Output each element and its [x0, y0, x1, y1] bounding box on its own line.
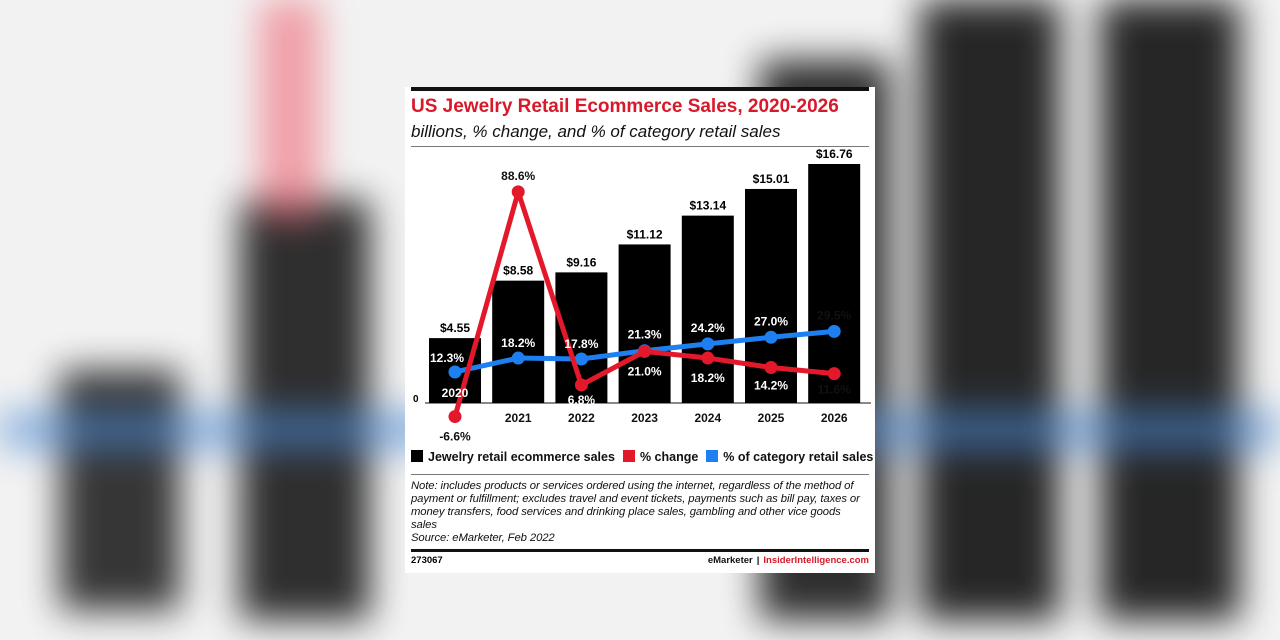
chart-plot: 0 $4.55 2020 $8.58 2021 $9.16 2022 $11.12 2023 $1…	[413, 147, 871, 444]
bar	[681, 215, 734, 403]
chart-subtitle: billions, % change, and % of category re…	[411, 122, 781, 141]
change-label: 18.2%	[691, 371, 725, 385]
legend-label: % of category retail sales	[723, 450, 874, 464]
bar-value-label: $8.58	[503, 264, 533, 278]
change-label: 88.6%	[501, 169, 535, 183]
change-point	[764, 360, 778, 374]
share-label: 17.8%	[564, 337, 598, 351]
x-tick-label: 2024	[694, 411, 721, 425]
share-label: 27.0%	[754, 314, 788, 328]
x-tick-label: 2025	[758, 411, 785, 425]
bar-value-label: $4.55	[440, 321, 470, 335]
y-zero-label: 0	[413, 394, 419, 405]
change-point	[574, 378, 588, 392]
change-point	[701, 351, 715, 365]
legend-swatch	[622, 450, 635, 462]
bar	[808, 164, 861, 403]
change-label: 6.8%	[568, 393, 596, 407]
chart-footer-area: Jewelry retail ecommerce sales % change …	[405, 450, 875, 573]
chart-title: US Jewelry Retail Ecommerce Sales, 2020-…	[411, 96, 839, 117]
x-tick-label: 2022	[568, 411, 595, 425]
change-label: -6.6%	[439, 430, 471, 444]
bar	[492, 280, 545, 403]
x-tick-label: 2023	[631, 411, 658, 425]
share-point	[448, 365, 462, 379]
brand: eMarketer | InsiderIntelligence.com	[708, 555, 869, 567]
x-tick-label: 2026	[821, 411, 848, 425]
legend-swatch	[706, 450, 719, 462]
share-label: 12.3%	[430, 351, 464, 365]
share-label: 29.5%	[817, 308, 851, 322]
change-label: 11.6%	[818, 383, 852, 397]
share-point	[701, 337, 715, 351]
legend-label: Jewelry retail ecommerce sales	[428, 450, 615, 464]
share-point	[764, 330, 778, 344]
divider	[411, 474, 869, 475]
bar-value-label: $11.12	[627, 227, 663, 241]
divider	[411, 146, 869, 147]
share-point	[827, 324, 841, 338]
change-point	[827, 367, 841, 381]
bottom-rule	[411, 549, 869, 552]
legend-item-change: % change	[622, 450, 699, 467]
bar-value-label: $9.16	[566, 255, 596, 269]
change-label: 21.0%	[628, 364, 662, 378]
x-tick-label: 2021	[505, 411, 532, 425]
legend-item-sales: Jewelry retail ecommerce sales	[411, 450, 615, 467]
legend-item-share: % of category retail sales	[706, 450, 873, 467]
legend: Jewelry retail ecommerce sales % change …	[411, 450, 873, 467]
change-label: 14.2%	[754, 378, 788, 392]
change-point	[511, 185, 525, 199]
source-text: Source: eMarketer, Feb 2022	[411, 532, 555, 544]
chart-id: 273067	[411, 555, 443, 566]
legend-label: % change	[639, 450, 699, 464]
change-point	[448, 410, 462, 424]
bar-value-label: $16.76	[816, 147, 853, 161]
bar	[618, 244, 671, 403]
brand-insider-link[interactable]: InsiderIntelligence.com	[763, 555, 869, 566]
brand-separator: |	[756, 555, 760, 566]
note: Note: includes products or services orde…	[411, 480, 869, 545]
share-label: 21.3%	[628, 328, 662, 342]
bar-value-label: $13.14	[689, 199, 726, 213]
chart-card: US Jewelry Retail Ecommerce Sales, 2020-…	[405, 87, 875, 573]
brand-emarketer: eMarketer	[707, 555, 753, 566]
share-label: 24.2%	[691, 321, 725, 335]
share-point	[511, 351, 525, 365]
change-point	[638, 344, 652, 358]
footer: 273067 eMarketer | InsiderIntelligence.com	[411, 555, 869, 567]
bar-value-label: $15.01	[753, 172, 790, 186]
share-label: 18.2%	[501, 336, 535, 350]
share-point	[574, 352, 588, 366]
legend-swatch	[411, 450, 423, 462]
x-tick-label: 2020	[442, 386, 469, 400]
note-text: Note: includes products or services orde…	[411, 480, 860, 531]
top-rule	[411, 87, 869, 91]
